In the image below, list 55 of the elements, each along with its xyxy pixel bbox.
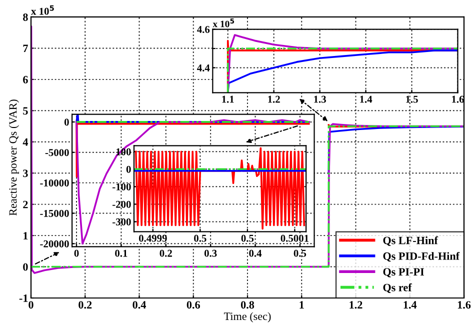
x-tick-label: 0.8 (240, 301, 254, 309)
y-tick-label: -100 (112, 183, 131, 190)
x-tick-label: 0.4 (132, 301, 146, 309)
y-tick-label: 3 (23, 170, 28, 178)
y-tick-label: 6 (23, 76, 28, 84)
y-tick-label: -20000 (40, 240, 69, 248)
x-tick-label: 1.4 (404, 301, 417, 309)
x-tick-label: 0.5 (194, 234, 206, 242)
x-tick-label: 0.3 (204, 250, 217, 257)
x-tick-label: 1 (300, 301, 304, 308)
legend-label: Qs PID-Fd-Hinf (383, 252, 460, 262)
y-tick-label: -1 (19, 294, 28, 302)
x-tick-label: 0.5 (294, 250, 306, 257)
x-tick-label: 1.6 (458, 301, 471, 309)
y-tick-label: 8 (23, 13, 28, 21)
x-axis-title: Time (sec) (224, 312, 271, 322)
x-tick-label: 0.4 (249, 250, 262, 257)
y-tick-label: 0 (126, 166, 131, 173)
legend-label: Qs ref (383, 283, 412, 293)
x-tick-label: 1.2 (268, 96, 280, 103)
x-tick-label: 0 (74, 250, 79, 257)
y-tick-label: 4 (22, 138, 28, 146)
y-tick-label: 2 (23, 200, 28, 208)
text: x 10$^{5}$ (31, 5, 54, 15)
y-tick-label: -200 (112, 200, 131, 208)
y-tick-label: 7 (23, 44, 28, 52)
y-tick-label: -300 (112, 218, 131, 226)
x-tick-label: 1.2 (350, 301, 362, 309)
line-series (76, 119, 310, 245)
x-tick-label: 1.3 (314, 96, 326, 103)
x-tick-label: 0.5001 (280, 234, 308, 242)
x-tick-label: 1.1 (222, 96, 234, 103)
y-tick-label: -15000 (40, 210, 69, 217)
y-tick-label: 5 (23, 107, 28, 115)
line-series (134, 147, 306, 230)
y-tick-label: 0 (23, 263, 28, 271)
x-tick-label: 1.4 (360, 96, 372, 103)
y-tick-label: -10000 (40, 179, 69, 187)
x-tick-label: 0.4999 (138, 234, 167, 242)
x-tick-label: 0.1 (115, 250, 128, 257)
y-axis-title: Reactive power Qs (VAR) (8, 100, 19, 216)
x-tick-label: 0.2 (78, 301, 92, 309)
legend-label: Qs PI-PI (383, 268, 424, 278)
x-tick-label: 0.2 (160, 250, 172, 257)
y-tick-label: 4.4 (197, 64, 210, 72)
annotation: x 10$^{5}$ (212, 18, 234, 28)
legend-label: Qs LF-Hinf (383, 236, 438, 246)
x-tick-label: 0.5 (241, 234, 254, 242)
y-tick-label: 0 (64, 118, 69, 126)
y-tick-label: -5000 (45, 149, 69, 156)
x-tick-label: 0.6 (186, 301, 200, 309)
x-tick-label: 1.6 (452, 96, 464, 103)
x-tick-label: 0 (28, 301, 34, 309)
y-tick-label: 4.6 (197, 26, 210, 34)
x-tick-label: 1.5 (406, 96, 418, 103)
